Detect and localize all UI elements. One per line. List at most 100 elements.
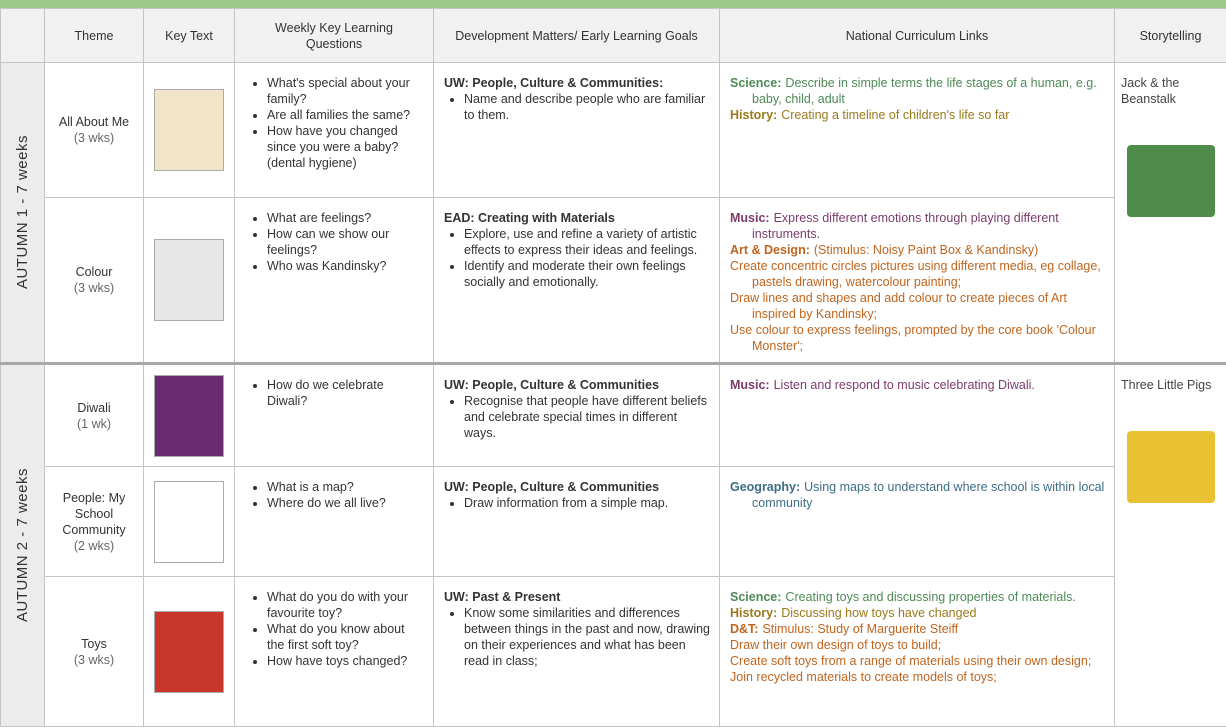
header-row: Theme Key Text Weekly Key Learning Questio… — [0, 8, 1226, 63]
nc-subject: Music: — [730, 211, 770, 225]
column-header: Weekly Key Learning Questions — [234, 8, 434, 63]
nc-cell: Music: Listen and respond to music celebr… — [719, 362, 1115, 467]
question-list: What are feelings?How can we show our fe… — [235, 198, 433, 280]
story-title: Three Little Pigs — [1121, 378, 1212, 392]
dm-cell: UW: People, Culture & Communities:Name a… — [433, 62, 720, 198]
question: Where do we all live? — [267, 495, 425, 511]
table-row: Colour (3 wks) What are feelings?How can w… — [1, 197, 1226, 364]
nc-text: Using maps to understand where school is… — [752, 480, 1105, 510]
nc-cell: Science: Describe in simple terms the lif… — [719, 62, 1115, 198]
nc-subject: History: — [730, 606, 778, 620]
theme-duration: (1 wk) — [76, 416, 112, 431]
nc-line: D&T: Stimulus: Study of Marguerite Steiff — [730, 621, 1106, 637]
nc-text: Creating a timeline of children's life s… — [781, 108, 1010, 122]
question: Are all families the same? — [267, 107, 425, 123]
question: What do you do with your favourite toy? — [267, 589, 425, 621]
theme-name: Toys — [81, 636, 107, 651]
question-list: What is a map?Where do we all live? — [235, 467, 433, 517]
key-text-cell — [143, 197, 235, 364]
dm-list: Explore, use and refine a variety of art… — [434, 226, 719, 296]
dm-list: Draw information from a simple map. — [434, 495, 719, 517]
nc-text: (Stimulus: Noisy Paint Box & Kandinsky) — [813, 243, 1039, 257]
question: Who was Kandinsky? — [267, 258, 425, 274]
question-list: How do we celebrate Diwali? — [235, 365, 433, 415]
story-image — [1126, 431, 1215, 503]
column-header: Key Text — [143, 8, 235, 63]
question: How can we show our feelings? — [267, 226, 425, 258]
nc-line: Draw their own design of toys to build; — [730, 637, 1106, 653]
table-row: People: My School Community(2 wks) What i… — [1, 466, 1226, 577]
term-label: AUTUMN 1 - 7 weeks — [14, 135, 31, 290]
dm-heading: UW: Past & Present — [444, 590, 561, 604]
dm-heading: UW: People, Culture & Communities: — [444, 76, 664, 90]
nc-line: Join recycled materials to create models… — [730, 669, 1106, 685]
nc-text: Create soft toys from a range of materia… — [730, 654, 1092, 668]
questions-cell: How do we celebrate Diwali? — [234, 362, 434, 467]
nc-line: Science: Describe in simple terms the lif… — [730, 75, 1106, 107]
theme-cell: All About Me (3 wks) — [44, 62, 144, 198]
planning-table: Theme Key Text Weekly Key Learning Questio… — [0, 8, 1226, 727]
theme-cell: Toys (3 wks) — [44, 576, 144, 727]
nc-subject: Art & Design: — [730, 243, 810, 257]
theme-name: Colour — [75, 265, 113, 279]
dm-list: Name and describe people who are familia… — [434, 91, 719, 129]
nc-cell: Geography: Using maps to understand where… — [719, 466, 1115, 577]
nc-text: Stimulus: Study of Marguerite Steiff — [762, 622, 959, 636]
nc-text: Listen and respond to music celebrating … — [773, 378, 1035, 392]
dm-heading: UW: People, Culture & Communities — [444, 378, 660, 392]
dm-heading: EAD: Creating with Materials — [444, 211, 615, 225]
question: How have toys changed? — [267, 653, 425, 669]
nc-subject: Science: — [730, 76, 782, 90]
nc-cell: Music: Express different emotions through… — [719, 197, 1115, 364]
nc-subject: Geography: — [730, 480, 801, 494]
book-cover — [154, 239, 224, 321]
nc-text: Draw lines and shapes and add colour to … — [730, 291, 1068, 321]
nc-line: Geography: Using maps to understand where… — [730, 479, 1106, 511]
question-list: What's special about your family?Are all… — [235, 63, 433, 177]
question: What's special about your family? — [267, 75, 425, 107]
key-text-cell — [143, 362, 235, 467]
nc-line: Art & Design: (Stimulus: Noisy Paint Box … — [730, 242, 1106, 258]
dm-list: Know some similarities and differences b… — [434, 605, 719, 675]
term-cell: AUTUMN 1 - 7 weeks — [0, 62, 45, 364]
theme-name: Diwali — [77, 400, 111, 415]
column-header: Theme — [44, 8, 144, 63]
nc-line: Use colour to express feelings, prompted… — [730, 322, 1106, 354]
theme-name: All About Me — [58, 115, 130, 129]
question: What is a map? — [267, 479, 425, 495]
nc-subject: Music: — [730, 378, 770, 392]
column-header: National Curriculum Links — [719, 8, 1115, 63]
story-image — [1126, 145, 1215, 217]
dm-point: Draw information from a simple map. — [464, 495, 711, 511]
book-cover — [154, 480, 224, 563]
nc-subject: D&T: — [730, 622, 759, 636]
nc-text: Discussing how toys have changed — [781, 606, 977, 620]
story-title: Jack & the Beanstalk — [1121, 76, 1180, 106]
nc-line: Music: Listen and respond to music celebr… — [730, 377, 1106, 393]
questions-cell: What is a map?Where do we all live? — [234, 466, 434, 577]
dm-cell: UW: People, Culture & CommunitiesRecogni… — [433, 362, 720, 467]
table-row: AUTUMN 2 - 7 weeks Diwali(1 wk) How do we … — [0, 362, 1226, 727]
questions-cell: What do you do with your favourite toy?W… — [234, 576, 434, 727]
book-cover — [154, 89, 224, 171]
theme-duration: (3 wks) — [73, 281, 115, 295]
dm-point: Know some similarities and differences b… — [464, 605, 711, 669]
dm-list: Recognise that people have different bel… — [434, 393, 719, 447]
nc-text: Draw their own design of toys to build; — [730, 638, 942, 652]
nc-line: Draw lines and shapes and add colour to … — [730, 290, 1106, 322]
story-cell: Jack & the Beanstalk — [1114, 62, 1226, 364]
nc-line: Create soft toys from a range of materia… — [730, 653, 1106, 669]
nc-line: Science: Creating toys and discussing pro… — [730, 589, 1106, 605]
question: What are feelings? — [267, 210, 425, 226]
dm-point: Identify and moderate their own feelings… — [464, 258, 711, 290]
nc-line: History: Discussing how toys have changed — [730, 605, 1106, 621]
key-text-cell — [143, 576, 235, 727]
key-text-cell — [143, 62, 235, 198]
dm-point: Explore, use and refine a variety of art… — [464, 226, 711, 258]
corner — [0, 8, 45, 63]
question: What do you know about the first soft to… — [267, 621, 425, 653]
theme-cell: Colour (3 wks) — [44, 197, 144, 364]
dm-point: Recognise that people have different bel… — [464, 393, 711, 441]
dm-cell: UW: People, Culture & CommunitiesDraw in… — [433, 466, 720, 577]
